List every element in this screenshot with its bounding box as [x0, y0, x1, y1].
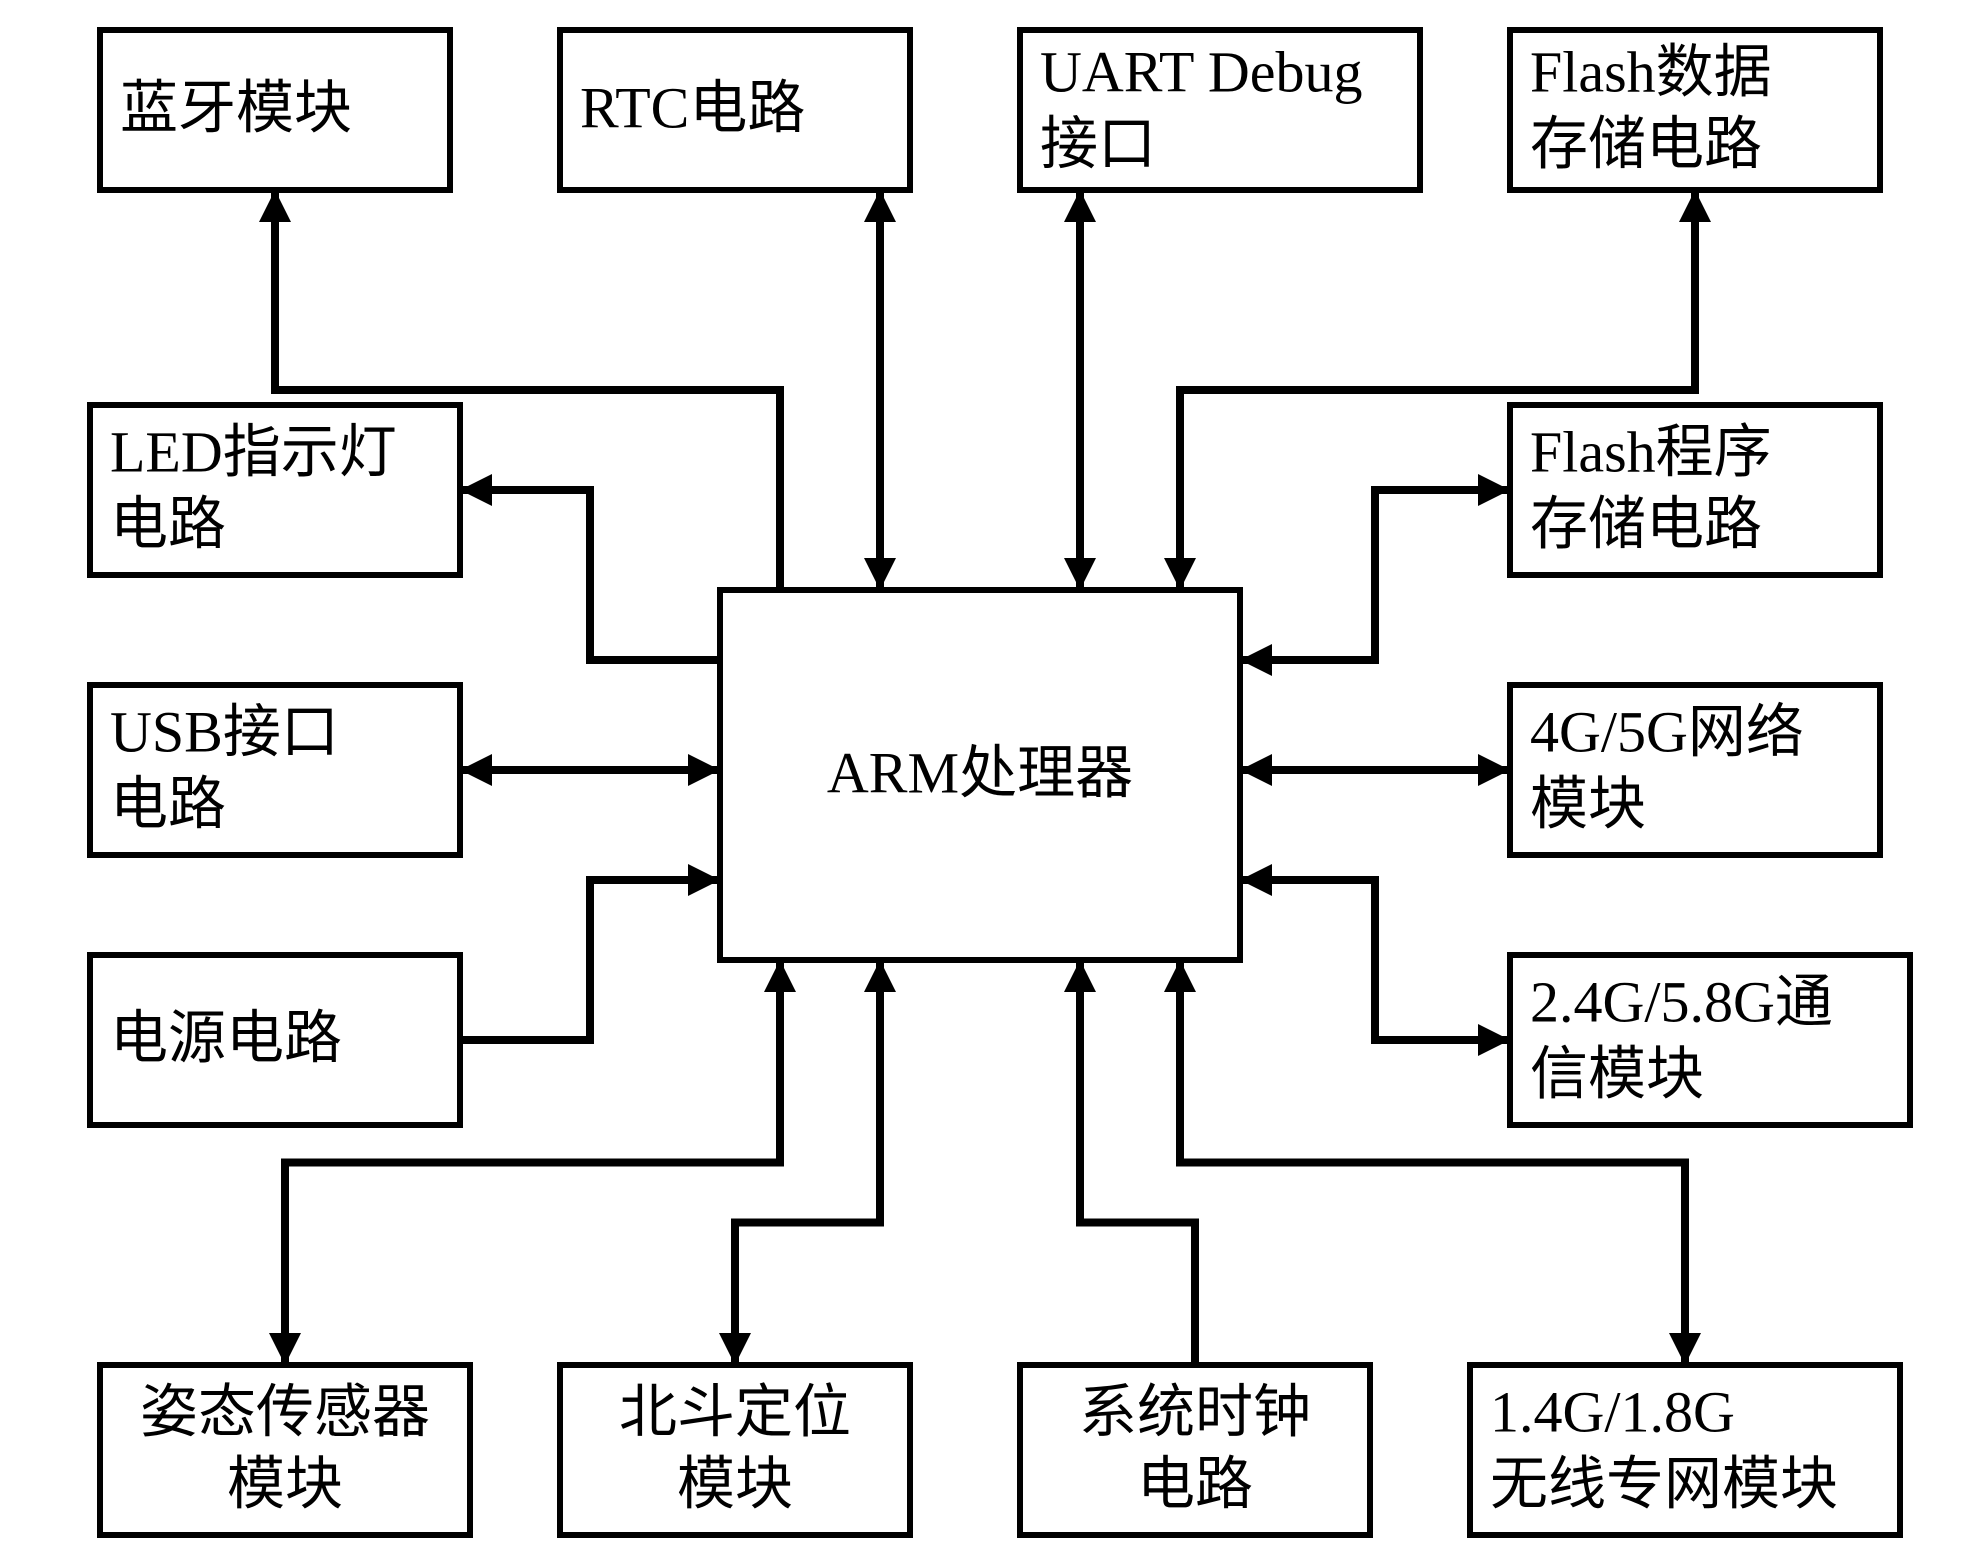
label-led-1: 电路 — [110, 491, 226, 556]
label-comm2458-0: 2.4G/5.8G通 — [1530, 969, 1833, 1034]
label-net45g-0: 4G/5G网络 — [1530, 699, 1804, 764]
label-priv1418-0: 1.4G/1.8G — [1490, 1379, 1735, 1444]
label-attitude-0: 姿态传感器 — [140, 1379, 430, 1444]
label-flashdata-1: 存储电路 — [1530, 111, 1762, 176]
label-flashprog-1: 存储电路 — [1530, 491, 1762, 556]
label-arm-0: ARM处理器 — [827, 740, 1133, 805]
label-uart-0: UART Debug — [1040, 39, 1362, 104]
label-power-0: 电源电路 — [110, 1005, 342, 1070]
label-comm2458-1: 信模块 — [1530, 1041, 1704, 1106]
block-diagram: ARM处理器 蓝牙模块 RTC电路 UART Debug 接口 Flash数据存储电路 LE… — [0, 0, 1973, 1562]
label-rtc-0: RTC电路 — [580, 75, 805, 140]
label-usb-0: USB接口 — [110, 699, 339, 764]
label-uart-1: 接口 — [1040, 111, 1156, 176]
label-bt-0: 蓝牙模块 — [120, 75, 352, 140]
label-beidou-0: 北斗定位 — [619, 1379, 851, 1444]
label-led-0: LED指示灯 — [110, 419, 397, 484]
label-flashprog-0: Flash程序 — [1530, 419, 1772, 484]
label-flashdata-0: Flash数据 — [1530, 39, 1772, 104]
label-sysclk-1: 电路 — [1137, 1451, 1253, 1516]
label-priv1418-1: 无线专网模块 — [1490, 1451, 1838, 1516]
label-net45g-1: 模块 — [1530, 771, 1646, 836]
label-sysclk-0: 系统时钟 — [1079, 1379, 1311, 1444]
label-attitude-1: 模块 — [227, 1451, 343, 1516]
label-usb-1: 电路 — [110, 771, 226, 836]
label-beidou-1: 模块 — [677, 1451, 793, 1516]
